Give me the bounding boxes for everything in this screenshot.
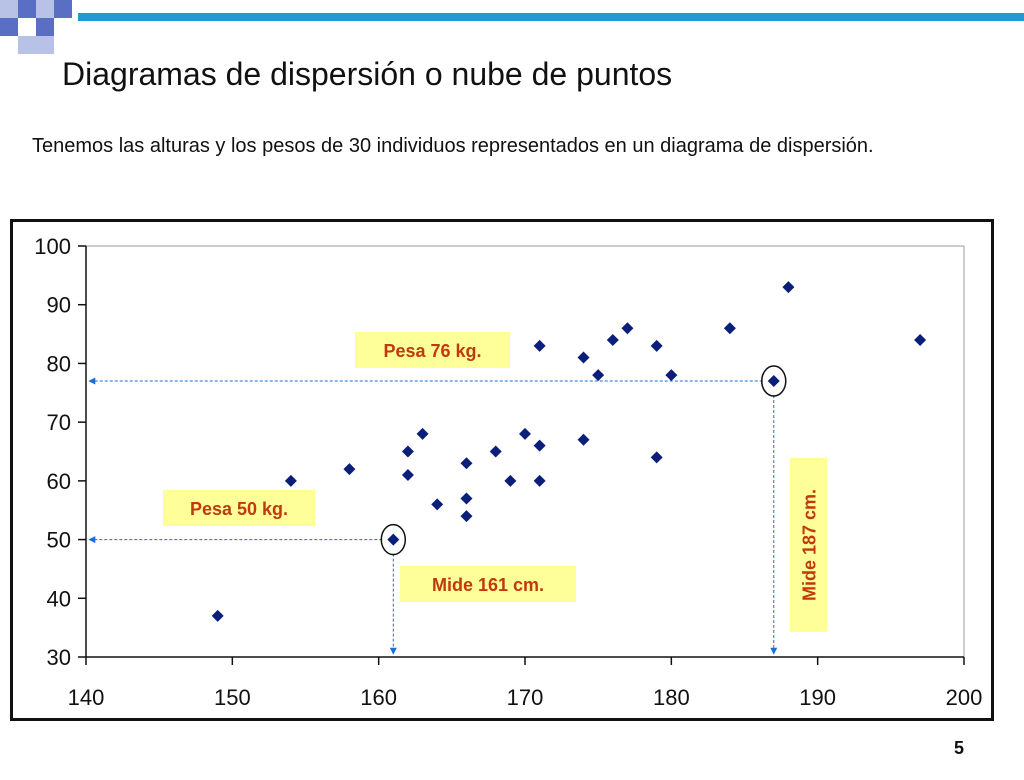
y-tick-label: 100 — [34, 234, 71, 259]
data-point — [489, 445, 502, 458]
data-point — [665, 369, 678, 382]
data-point — [723, 322, 736, 335]
data-point — [519, 427, 531, 440]
weight-callout-187-text: Pesa 76 kg. — [383, 341, 481, 361]
data-point — [533, 439, 546, 452]
x-tick-label: 140 — [68, 685, 105, 710]
top-accent-bar — [78, 13, 1024, 21]
data-point — [533, 339, 546, 352]
weight-callout-161-text: Pesa 50 kg. — [190, 499, 288, 519]
x-tick-label: 150 — [214, 685, 251, 710]
data-point — [533, 474, 546, 487]
data-point — [284, 474, 297, 487]
data-point — [606, 333, 619, 346]
height-callout-161-box — [400, 566, 576, 602]
weight-callout-187-box — [355, 332, 510, 368]
data-point — [621, 322, 634, 335]
data-point — [650, 451, 663, 464]
data-point — [431, 498, 444, 511]
data-point — [650, 339, 663, 352]
data-point — [211, 609, 224, 622]
y-tick-label: 40 — [47, 586, 71, 611]
slide-number: 5 — [953, 738, 964, 758]
y-tick-label: 90 — [47, 293, 71, 318]
data-point — [592, 369, 605, 382]
data-point — [416, 427, 429, 440]
height-callout-187-box — [790, 458, 827, 632]
data-point — [387, 533, 400, 546]
data-point — [504, 474, 517, 487]
x-tick-label: 160 — [360, 685, 397, 710]
data-point — [782, 281, 795, 294]
y-tick-label: 50 — [47, 528, 71, 553]
data-point — [343, 463, 356, 476]
slide-description: Tenemos las alturas y los pesos de 30 in… — [32, 135, 874, 157]
height-callout-187-text: Mide 187 cm. — [800, 489, 820, 601]
data-point — [401, 445, 414, 458]
corner-decoration — [0, 0, 72, 54]
slide-title: Diagramas de dispersión o nube de puntos — [62, 56, 673, 92]
y-tick-label: 80 — [47, 351, 71, 376]
scatter-chart: 30 40 50 60 70 80 90 100 140 150 160 170 180 190 200 Pe… — [34, 234, 983, 710]
data-point — [577, 433, 590, 446]
x-tick-label: 170 — [507, 685, 544, 710]
data-point — [767, 375, 780, 388]
data-point — [914, 333, 927, 346]
data-point — [577, 351, 590, 364]
data-point — [460, 510, 473, 523]
height-callout-161-text: Mide 161 cm. — [432, 575, 544, 595]
y-tick-label: 70 — [47, 410, 71, 435]
x-tick-label: 190 — [799, 685, 836, 710]
data-point — [460, 492, 473, 505]
highlight-circle — [761, 365, 787, 397]
x-tick-label: 200 — [946, 685, 983, 710]
data-point — [460, 457, 473, 470]
data-point — [401, 468, 414, 481]
y-tick-label: 60 — [47, 469, 71, 494]
highlight-circle — [380, 523, 407, 556]
y-tick-label: 30 — [47, 645, 71, 670]
x-tick-label: 180 — [653, 685, 690, 710]
chart-frame: 30 40 50 60 70 80 90 100 140 150 160 170 180 190 200 Pe… — [10, 219, 994, 721]
weight-callout-161-box — [163, 490, 315, 526]
